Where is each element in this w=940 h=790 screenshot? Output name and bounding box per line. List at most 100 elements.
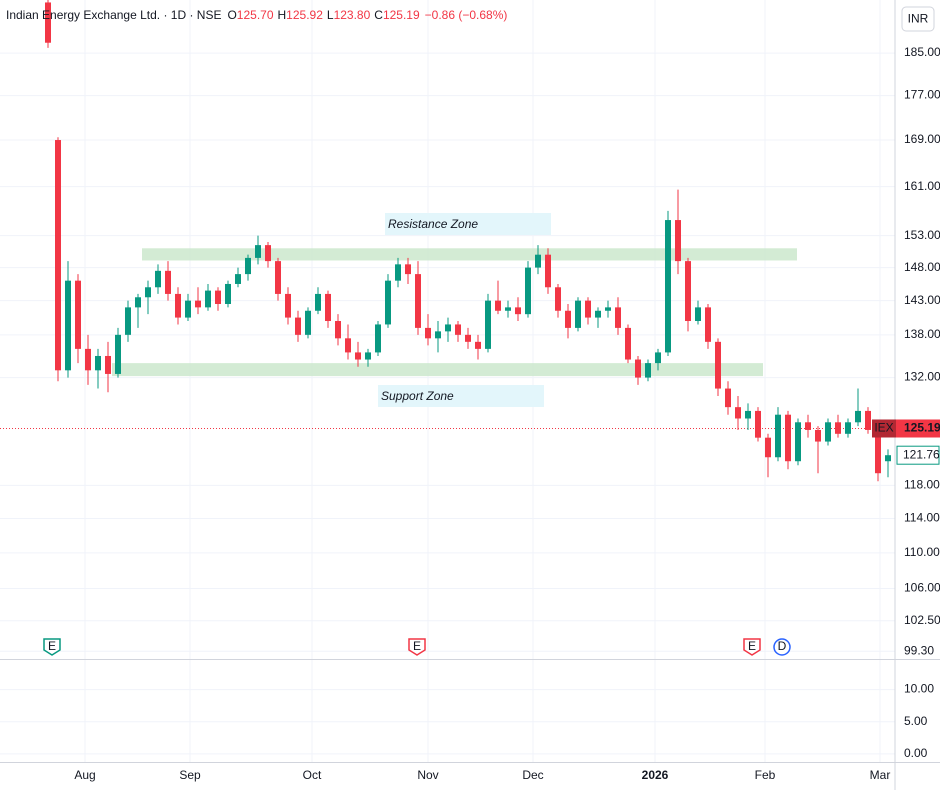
candle-body [875,429,881,474]
candle-body [765,437,771,458]
candle-body [505,307,511,311]
candle-body [325,293,331,322]
candle-body [735,407,741,419]
symbol: Indian Energy Exchange Ltd. · 1D · NSE [6,8,221,22]
candle-body [795,422,801,462]
candle-body [855,410,861,423]
ohlc-value: 125.92 [286,8,323,22]
x-tick-label: Nov [417,768,438,782]
x-tick-label: Feb [755,768,776,782]
candle-body [135,297,141,308]
symbol-tag [872,419,896,438]
candle-body [695,307,701,322]
candle-body [535,254,541,268]
candle-body [595,310,601,318]
price-tag [896,419,940,438]
currency-box[interactable] [901,6,935,32]
candle-body [545,254,551,288]
candle-body [105,355,111,374]
x-tick-label: 2026 [642,768,669,782]
candle-body [75,280,81,349]
symbol-tag-label: IEX [874,421,893,435]
candle-body [755,410,761,438]
candle-body [235,274,241,284]
candle-body [295,317,301,335]
candle-body [625,327,631,360]
y-tick-label: 132.00 [904,370,940,384]
candle-body [525,267,531,315]
candle-body [885,455,891,462]
candle-body [355,352,361,360]
annotation: Resistance Zone [388,217,478,231]
zone-band [112,363,763,377]
candle-body [495,300,501,311]
candle-body [785,414,791,462]
candle-body [195,300,201,308]
ohlc-value: 125.19 [383,8,420,22]
candle-body [405,264,411,275]
candle-body [465,334,471,342]
x-tick-label: Mar [870,768,891,782]
candle-body [865,410,871,430]
event-marker [743,638,761,656]
candle-body [45,2,51,43]
candle-body [665,220,671,353]
candle-body [345,338,351,353]
candle-body [415,274,421,328]
ohlc-key: L [327,8,334,22]
ohlc: O125.70 H125.92 L123.80 C125.19 [227,8,420,22]
candle-body [455,324,461,335]
candle-body [585,300,591,318]
candle-body [395,264,401,281]
candle-body [245,257,251,275]
y-tick-label: 0.00 [904,746,928,760]
candle-body [815,429,821,442]
ohlc-key: O [227,8,236,22]
y-tick-label: 99.30 [904,643,934,657]
y-tick-label: 153.00 [904,228,940,242]
candle-body [285,293,291,318]
ohlc-key: C [374,8,383,22]
candle-body [95,355,101,371]
candle-body [835,422,841,434]
y-tick-label: 110.00 [904,545,940,559]
candle-body [305,310,311,335]
candle-body [555,287,561,311]
candle-body [115,334,121,374]
event-marker [408,638,426,656]
candle-body [805,422,811,430]
overlay: 185.00 177.00 169.00 161.00 153.00 148.00 143.… [43,45,940,782]
candle-body [445,324,451,332]
candle-body [775,414,781,458]
event-label: E [48,639,56,653]
annotation: Support Zone [381,389,454,403]
candle-body [315,293,321,311]
currency: INR [908,12,929,26]
annotation-box [385,213,551,235]
ohlc-key: H [278,8,287,22]
ref-price-tag [896,445,940,465]
candle-body [675,220,681,262]
candle-body [125,307,131,335]
candle-body [715,341,721,389]
candle-body [615,307,621,328]
candle-body [255,245,261,258]
candle-body [185,300,191,318]
candle-body [685,261,691,322]
candle-body [425,327,431,339]
event-marker [43,638,61,656]
y-tick-label: 114.00 [904,511,940,525]
event-marker [773,638,791,656]
x-tick-label: Dec [522,768,543,782]
ohlc-value: 125.70 [237,8,274,22]
candle-body [435,331,441,339]
y-tick-label: 5.00 [904,714,928,728]
x-tick-label: Sep [179,768,201,782]
candle-body [205,290,211,308]
candle-body [55,140,61,371]
candle-body [565,310,571,328]
y-tick-label: 169.00 [904,132,940,146]
ref-price-label: 121.76 [903,447,940,461]
candle-body [165,270,171,294]
